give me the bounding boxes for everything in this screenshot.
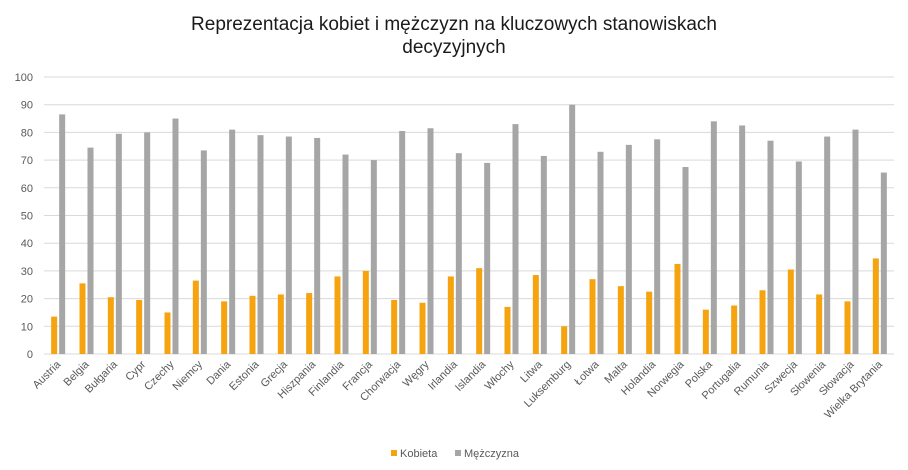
bar-kobieta bbox=[362, 270, 369, 354]
legend-label-mezczyzna: Mężczyzna bbox=[464, 448, 520, 460]
bar-kobieta bbox=[447, 276, 454, 354]
bar-mezczyzna bbox=[654, 139, 661, 354]
bar-mezczyzna bbox=[200, 150, 207, 354]
legend-swatch-kobieta bbox=[391, 450, 397, 456]
bar-mezczyzna bbox=[144, 132, 151, 354]
y-tick-label: 40 bbox=[21, 238, 33, 250]
bar-mezczyzna bbox=[399, 131, 406, 354]
x-category-label: Estonia bbox=[227, 358, 262, 393]
bar-kobieta bbox=[702, 309, 709, 354]
y-tick-label: 90 bbox=[21, 100, 33, 112]
bar-mezczyzna bbox=[285, 136, 292, 354]
y-tick-label: 30 bbox=[21, 266, 33, 278]
y-axis-ticks: 0 10 20 30 40 50 60 70 80 90 100 bbox=[15, 72, 33, 361]
bar-kobieta bbox=[419, 302, 426, 354]
bar-mezczyzna bbox=[824, 136, 831, 354]
bar-mezczyzna bbox=[484, 162, 491, 354]
bar-kobieta bbox=[844, 301, 851, 354]
bar-kobieta bbox=[51, 316, 58, 354]
bar-mezczyzna bbox=[172, 118, 179, 354]
bar-mezczyzna bbox=[257, 135, 264, 354]
y-tick-label: 80 bbox=[21, 127, 33, 139]
bar-kobieta bbox=[221, 301, 228, 354]
bar-mezczyzna bbox=[767, 140, 774, 354]
chart-title-line-1: Reprezentacja kobiet i mężczyzn na klucz… bbox=[191, 14, 717, 35]
bar-mezczyzna bbox=[115, 133, 122, 354]
y-tick-label: 10 bbox=[21, 321, 33, 333]
bar-mezczyzna bbox=[880, 172, 887, 354]
x-category-label: Cypr bbox=[123, 358, 148, 383]
x-category-label: Bułgaria bbox=[83, 358, 121, 396]
bar-mezczyzna bbox=[455, 153, 462, 354]
legend: Kobieta Mężczyzna bbox=[391, 448, 520, 460]
legend-swatch-mezczyzna bbox=[455, 450, 461, 456]
bar-kobieta bbox=[249, 295, 256, 354]
bar-mezczyzna bbox=[710, 121, 717, 354]
y-tick-label: 60 bbox=[21, 183, 33, 195]
bar-kobieta bbox=[561, 326, 568, 354]
bar-kobieta bbox=[872, 258, 879, 354]
y-tick-label: 100 bbox=[15, 72, 33, 84]
bar-kobieta bbox=[306, 293, 313, 354]
bar-kobieta bbox=[334, 276, 341, 354]
bar-mezczyzna bbox=[795, 161, 802, 354]
bar-mezczyzna bbox=[569, 104, 576, 354]
bar-mezczyzna bbox=[852, 129, 859, 354]
bar-mezczyzna bbox=[370, 160, 377, 354]
x-category-label: Austria bbox=[31, 358, 64, 391]
bars bbox=[51, 104, 887, 355]
x-category-label: Włochy bbox=[483, 358, 517, 392]
bar-kobieta bbox=[646, 291, 653, 354]
bar-mezczyzna bbox=[314, 137, 321, 354]
gridlines bbox=[44, 76, 894, 355]
bar-kobieta bbox=[617, 286, 624, 354]
bar-kobieta bbox=[532, 275, 539, 354]
chart-title-line-2: decyzyjnych bbox=[402, 37, 506, 58]
bar-kobieta bbox=[816, 294, 823, 354]
bar-kobieta bbox=[589, 279, 596, 354]
bar-kobieta bbox=[107, 297, 114, 354]
y-tick-label: 70 bbox=[21, 155, 33, 167]
bar-kobieta bbox=[504, 306, 511, 354]
bar-mezczyzna bbox=[87, 147, 94, 354]
x-category-label: Czechy bbox=[142, 358, 177, 393]
bar-kobieta bbox=[192, 280, 199, 354]
bar-kobieta bbox=[759, 290, 766, 354]
bar-mezczyzna bbox=[59, 114, 66, 355]
bar-mezczyzna bbox=[682, 167, 689, 354]
bar-mezczyzna bbox=[540, 155, 547, 354]
y-tick-label: 0 bbox=[27, 349, 33, 361]
bar-mezczyzna bbox=[427, 128, 434, 354]
bar-kobieta bbox=[674, 263, 681, 354]
bar-mezczyzna bbox=[229, 129, 236, 354]
x-category-label: Islandia bbox=[453, 358, 489, 394]
x-category-label: Niemcy bbox=[171, 358, 206, 393]
bar-mezczyzna bbox=[342, 154, 349, 354]
bar-kobieta bbox=[476, 268, 483, 354]
bar-mezczyzna bbox=[739, 125, 746, 354]
bar-kobieta bbox=[277, 294, 284, 354]
bar-mezczyzna bbox=[597, 151, 604, 354]
bar-kobieta bbox=[787, 269, 794, 354]
legend-label-kobieta: Kobieta bbox=[400, 448, 438, 460]
y-tick-label: 50 bbox=[21, 211, 33, 223]
bar-kobieta bbox=[731, 305, 738, 354]
y-tick-label: 20 bbox=[21, 294, 33, 306]
bar-mezczyzna bbox=[625, 144, 632, 354]
bar-kobieta bbox=[79, 283, 86, 354]
bar-kobieta bbox=[136, 299, 143, 354]
bar-mezczyzna bbox=[512, 124, 519, 354]
bar-kobieta bbox=[391, 299, 398, 354]
x-category-label: Łotwa bbox=[572, 358, 602, 388]
bar-kobieta bbox=[164, 312, 171, 354]
